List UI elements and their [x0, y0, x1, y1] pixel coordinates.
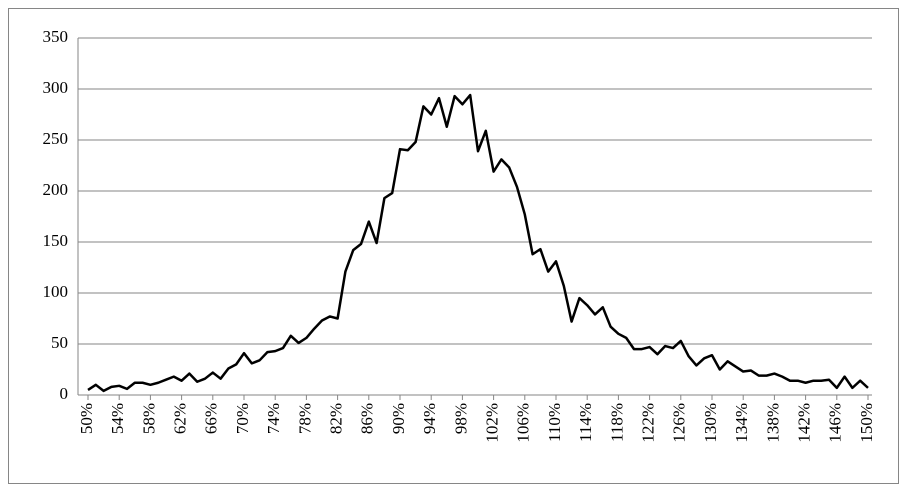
x-tick-label: 106%: [514, 403, 533, 443]
x-tick-label: 118%: [607, 403, 626, 442]
x-tick-label: 94%: [420, 403, 439, 434]
x-tick-label: 138%: [763, 403, 782, 443]
x-tick-label: 146%: [826, 403, 845, 443]
x-tick-label: 82%: [327, 403, 346, 434]
y-tick-label: 0: [60, 384, 69, 403]
x-tick-label: 86%: [358, 403, 377, 434]
x-tick-label: 110%: [545, 403, 564, 442]
x-tick-label: 134%: [732, 403, 751, 443]
y-tick-label: 350: [43, 27, 69, 46]
x-tick-label: 50%: [77, 403, 96, 434]
x-tick-label: 58%: [139, 403, 158, 434]
y-tick-label: 250: [43, 129, 69, 148]
data-line: [87, 93, 869, 393]
x-tick-label: 74%: [264, 403, 283, 434]
x-tick-label: 62%: [171, 403, 190, 434]
y-tick-label: 100: [43, 282, 69, 301]
x-tick-label: 54%: [108, 403, 127, 434]
x-tick-label: 66%: [202, 403, 221, 434]
x-tick-label: 98%: [451, 403, 470, 434]
x-tick-label: 78%: [295, 403, 314, 434]
x-tick-label: 102%: [483, 403, 502, 443]
x-tick-label: 114%: [576, 403, 595, 442]
x-tick-label: 142%: [795, 403, 814, 443]
y-tick-label: 150: [43, 231, 69, 250]
y-tick-label: 50: [51, 333, 68, 352]
x-tick-label: 122%: [639, 403, 658, 443]
x-tick-label: 126%: [670, 403, 689, 443]
x-tick-label: 90%: [389, 403, 408, 434]
x-tick-label: 130%: [701, 403, 720, 443]
x-tick-label: 70%: [233, 403, 252, 434]
y-tick-label: 300: [43, 78, 69, 97]
y-tick-label: 200: [43, 180, 69, 199]
chart-frame: [8, 8, 899, 484]
x-tick-label: 150%: [857, 403, 876, 443]
